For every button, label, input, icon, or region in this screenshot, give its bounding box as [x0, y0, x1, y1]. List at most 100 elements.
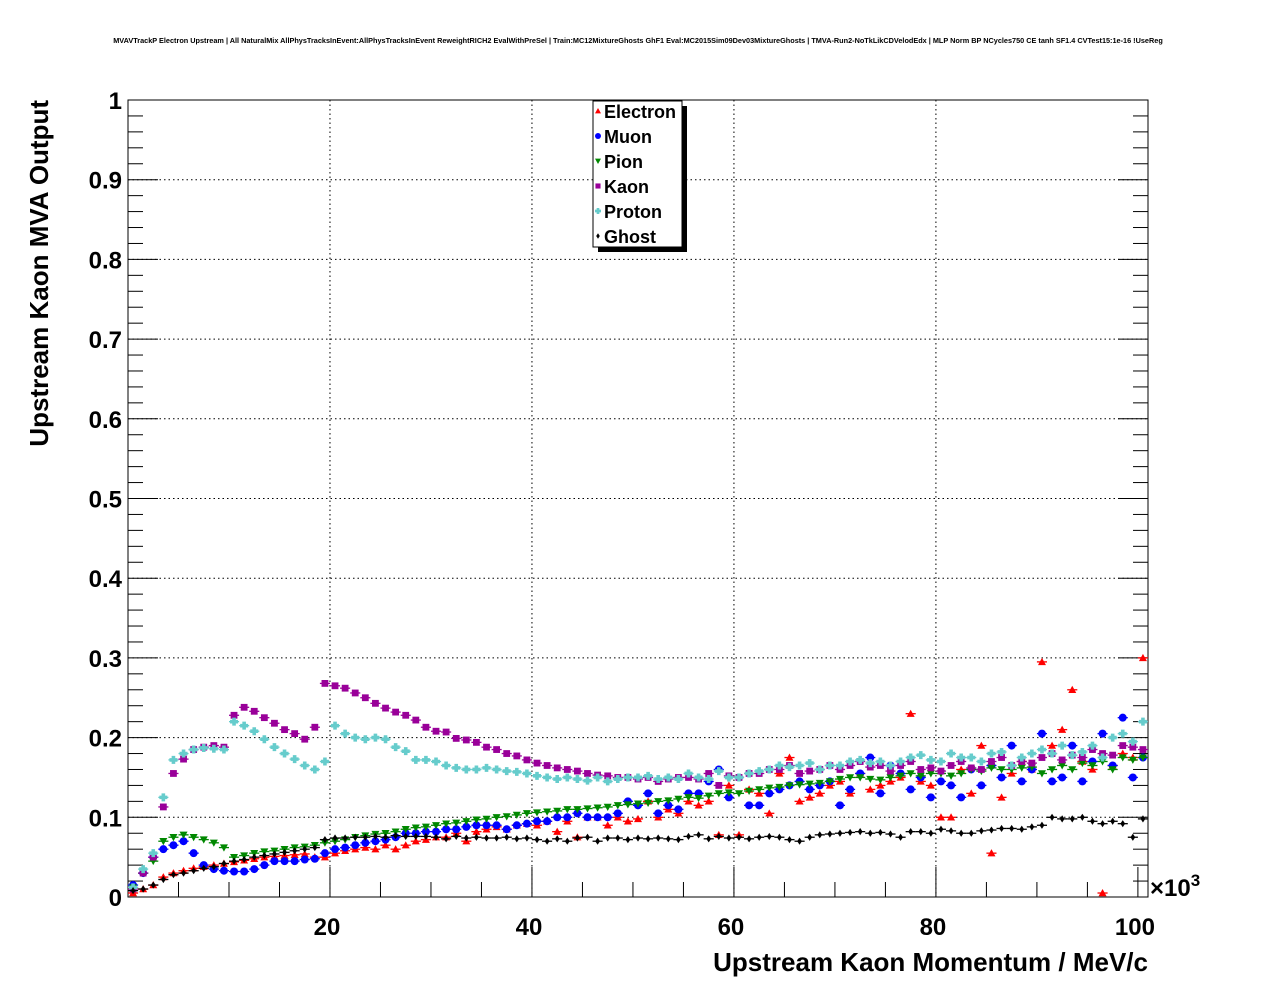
data-point	[442, 825, 451, 834]
data-point	[785, 753, 794, 761]
data-point	[1130, 833, 1136, 841]
data-point	[403, 832, 409, 841]
data-point	[775, 783, 784, 792]
legend-marker-circle-icon	[595, 133, 601, 139]
data-point	[1028, 759, 1036, 767]
data-point	[1078, 747, 1087, 756]
data-point	[866, 759, 875, 768]
data-point	[554, 835, 560, 843]
y-tick-label: 0.8	[89, 247, 122, 274]
data-point	[401, 841, 410, 849]
data-point	[876, 757, 885, 766]
data-point	[947, 762, 955, 769]
data-point	[1017, 777, 1026, 786]
data-point	[906, 785, 915, 794]
data-point	[462, 822, 471, 831]
data-point	[917, 766, 925, 773]
data-point	[280, 749, 289, 758]
data-point	[1019, 825, 1025, 833]
data-point	[613, 802, 622, 810]
data-point	[674, 795, 683, 803]
data-point	[411, 837, 420, 845]
data-point	[906, 770, 915, 778]
data-point	[664, 801, 673, 810]
legend-entry-proton: Proton	[595, 202, 662, 222]
data-point	[482, 763, 491, 772]
data-point	[714, 767, 723, 776]
data-point	[825, 761, 834, 770]
data-point	[503, 750, 511, 757]
x-axis-label: Upstream Kaon Momentum / MeV/c	[713, 947, 1148, 977]
data-point	[130, 887, 136, 895]
data-point	[320, 757, 329, 766]
data-point	[484, 834, 489, 842]
data-point	[835, 801, 844, 810]
data-point	[291, 730, 299, 738]
data-point	[159, 803, 167, 811]
data-point	[573, 806, 582, 814]
data-point	[684, 794, 693, 802]
data-point	[817, 831, 823, 839]
data-point	[593, 773, 602, 782]
y-axis-label: Upstream Kaon MVA Output	[24, 100, 54, 447]
data-point	[300, 855, 309, 864]
data-point	[936, 757, 945, 766]
data-point	[1058, 762, 1067, 770]
data-point	[655, 834, 661, 842]
data-point	[584, 770, 591, 777]
data-point	[413, 832, 419, 841]
data-point	[524, 834, 530, 842]
data-point	[686, 832, 691, 841]
data-point	[644, 789, 653, 798]
data-point	[362, 833, 368, 841]
data-point	[391, 743, 400, 752]
data-point	[746, 835, 752, 843]
data-point	[544, 837, 550, 845]
data-point	[724, 793, 733, 802]
data-point	[401, 826, 410, 834]
data-point	[947, 772, 956, 780]
data-point	[1058, 756, 1066, 764]
y-tick-label: 0.6	[89, 407, 122, 434]
data-point	[1098, 889, 1107, 897]
data-point	[543, 773, 552, 782]
data-point	[987, 849, 996, 857]
data-point	[745, 769, 754, 778]
legend-label: Pion	[604, 152, 643, 172]
data-point	[856, 774, 865, 782]
data-point	[837, 829, 843, 837]
data-point	[230, 717, 239, 726]
data-point	[433, 833, 439, 841]
legend-entry-muon: Muon	[595, 127, 652, 147]
data-point	[563, 813, 572, 822]
data-point	[543, 817, 552, 826]
data-point	[947, 781, 956, 790]
data-point	[957, 770, 966, 778]
data-point	[926, 770, 935, 778]
data-point	[1140, 815, 1146, 823]
data-point	[533, 817, 542, 826]
data-point	[1138, 717, 1147, 726]
data-point	[452, 825, 461, 834]
data-point	[604, 772, 612, 780]
x-tick-label: 80	[920, 914, 947, 941]
data-point	[675, 836, 681, 844]
data-point	[1059, 815, 1065, 823]
data-point	[1129, 743, 1137, 751]
data-point	[877, 828, 883, 837]
data-point	[583, 805, 592, 813]
data-point	[916, 751, 925, 760]
data-point	[251, 853, 257, 861]
data-point	[563, 773, 572, 782]
data-point	[522, 810, 531, 818]
data-point	[230, 867, 239, 876]
data-point	[623, 773, 632, 782]
data-point	[997, 793, 1006, 801]
data-point	[412, 716, 420, 724]
data-point	[422, 723, 430, 731]
data-point	[331, 682, 339, 690]
legend-box	[592, 100, 683, 248]
data-point	[1009, 824, 1015, 833]
data-point	[179, 837, 188, 846]
data-point	[1058, 725, 1067, 733]
